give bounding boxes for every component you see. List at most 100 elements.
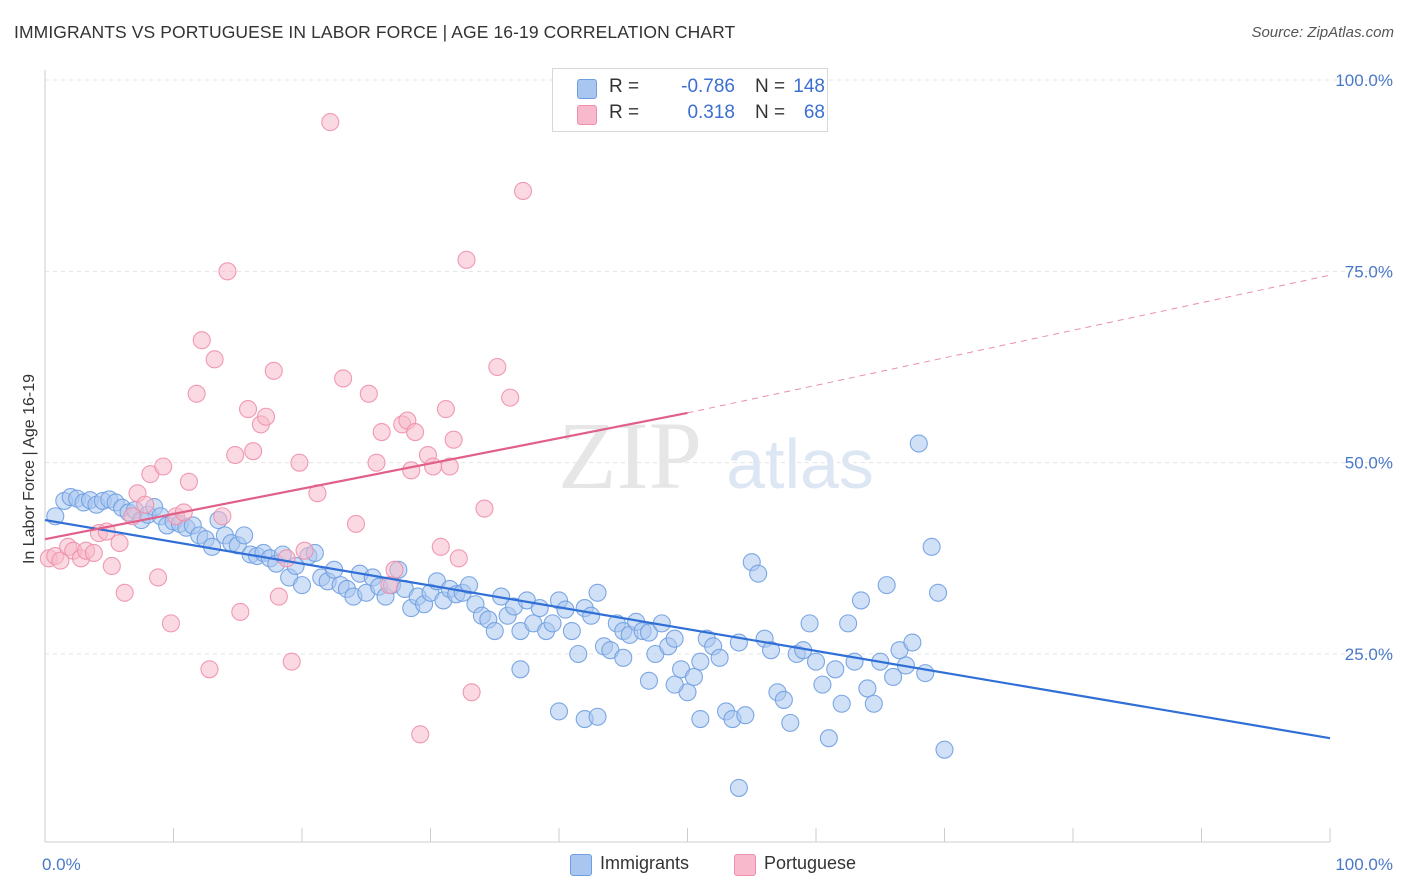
data-point xyxy=(187,384,206,403)
data-point xyxy=(485,621,504,641)
data-point xyxy=(501,388,520,407)
data-point xyxy=(84,543,103,563)
data-point xyxy=(761,641,781,660)
data-point xyxy=(235,526,254,545)
data-point xyxy=(665,629,684,648)
n-label: N = xyxy=(755,102,786,123)
data-point xyxy=(832,694,851,713)
data-point xyxy=(367,453,386,472)
data-point xyxy=(710,648,729,667)
n-value: 148 xyxy=(793,76,825,97)
data-point xyxy=(292,576,312,595)
data-point xyxy=(774,690,793,709)
data-point xyxy=(110,533,129,553)
trend-line-portuguese xyxy=(44,411,688,541)
data-point xyxy=(213,507,232,526)
data-point xyxy=(51,551,70,570)
data-point xyxy=(457,250,476,269)
data-point xyxy=(781,713,800,732)
data-point xyxy=(475,499,494,518)
data-point xyxy=(691,652,710,671)
source-credit: Source: ZipAtlas.com xyxy=(1251,24,1394,41)
data-point xyxy=(582,606,601,625)
data-point xyxy=(903,633,922,652)
data-point xyxy=(115,583,134,602)
trend-lines xyxy=(44,274,1331,740)
data-point xyxy=(736,706,755,725)
gridlines xyxy=(45,79,1392,655)
data-point xyxy=(154,457,173,476)
data-point xyxy=(614,648,633,667)
data-point xyxy=(549,702,569,721)
data-point xyxy=(488,357,507,377)
trend-extension-portuguese xyxy=(687,274,1331,414)
data-point xyxy=(806,652,826,671)
data-point xyxy=(813,675,832,694)
data-point xyxy=(449,549,468,568)
r-value: 0.318 xyxy=(687,102,735,123)
series-portuguese xyxy=(39,113,533,744)
data-point xyxy=(200,660,219,679)
data-point xyxy=(238,400,258,419)
chart-title: IMMIGRANTS VS PORTUGUESE IN LABOR FORCE … xyxy=(14,22,736,42)
data-point xyxy=(800,614,819,633)
data-point xyxy=(264,361,283,380)
data-point xyxy=(922,537,941,556)
data-point xyxy=(929,583,948,602)
data-point xyxy=(511,660,530,679)
data-point xyxy=(179,472,198,491)
data-point xyxy=(691,710,710,729)
y-tick-label: 25.0% xyxy=(1345,645,1393,664)
data-point xyxy=(161,614,180,633)
data-point xyxy=(839,614,858,633)
data-point xyxy=(205,350,224,369)
data-point xyxy=(269,587,288,606)
x-tick-label: 0.0% xyxy=(42,855,81,874)
y-tick-label: 100.0% xyxy=(1335,71,1393,90)
data-point xyxy=(851,591,871,610)
immigrants-swatch xyxy=(570,854,592,876)
data-point xyxy=(884,667,903,687)
data-point xyxy=(290,453,309,472)
data-point xyxy=(684,667,703,687)
data-point xyxy=(411,725,430,744)
r-label: R = xyxy=(609,76,640,97)
axes xyxy=(44,70,1331,843)
r-label: R = xyxy=(609,102,640,123)
n-label: N = xyxy=(755,76,786,97)
data-point xyxy=(639,623,659,642)
data-point xyxy=(346,514,366,533)
data-point xyxy=(334,369,353,388)
data-point xyxy=(282,652,301,671)
data-point xyxy=(321,113,340,132)
data-point xyxy=(639,671,659,690)
data-point xyxy=(402,461,421,480)
data-point xyxy=(406,423,425,442)
data-point xyxy=(444,430,463,449)
data-point xyxy=(277,549,296,568)
data-point xyxy=(136,495,155,514)
correlation-legend: R = -0.786 N = 148 R = 0.318 N = 68 xyxy=(552,68,828,132)
portuguese-swatch xyxy=(734,854,756,876)
immigrants-swatch xyxy=(577,79,597,99)
watermark-zip: ZIP xyxy=(558,402,702,509)
portuguese-swatch xyxy=(577,105,597,125)
data-point xyxy=(826,660,845,679)
data-point xyxy=(562,621,581,641)
data-point xyxy=(513,181,533,201)
data-point xyxy=(543,614,562,633)
data-point xyxy=(244,442,263,461)
data-point xyxy=(569,644,588,664)
data-point xyxy=(935,740,954,759)
data-point xyxy=(431,537,450,556)
y-tick-label: 75.0% xyxy=(1345,262,1393,281)
n-value: 68 xyxy=(803,102,825,123)
data-point xyxy=(359,384,378,403)
data-point xyxy=(226,445,245,465)
data-point xyxy=(218,262,237,281)
data-point xyxy=(192,331,211,350)
data-point xyxy=(295,541,314,560)
r-value: -0.786 xyxy=(681,76,735,97)
watermark-atlas: atlas xyxy=(726,425,874,503)
